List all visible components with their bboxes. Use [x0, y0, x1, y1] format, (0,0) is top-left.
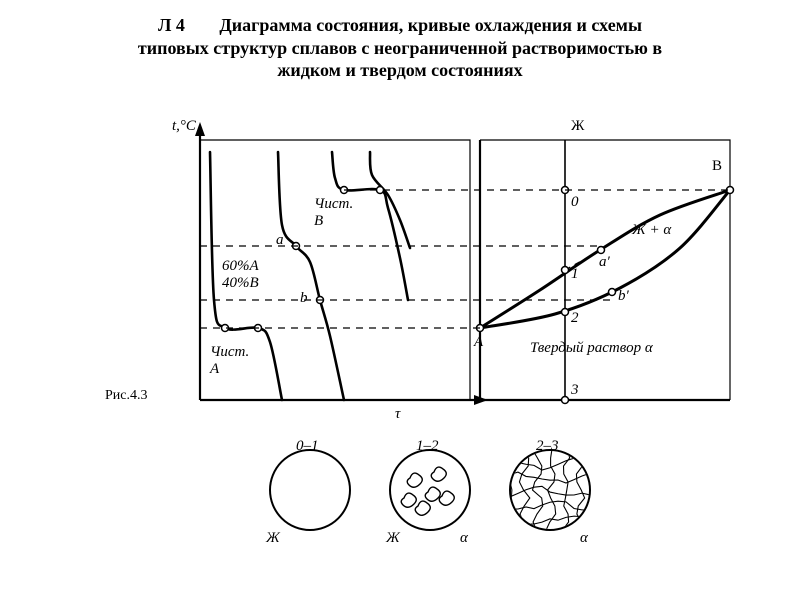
label-solid-solution: Твердый раствор α — [530, 340, 653, 357]
circle-left-1: Ж — [386, 530, 400, 547]
circle-right-1: α — [460, 530, 468, 547]
label-bprime: b′ — [618, 288, 629, 305]
label-aprime: a′ — [599, 254, 610, 271]
label-mix: 60%A40%B — [222, 258, 259, 292]
circle-left-0: Ж — [266, 530, 280, 547]
label-B: B — [712, 158, 722, 175]
label-3: 3 — [571, 382, 579, 399]
label-a: a — [276, 232, 284, 249]
label-1: 1 — [571, 266, 579, 283]
circle-title-1: 1–2 — [416, 438, 439, 455]
label-A: A — [474, 334, 483, 351]
label-chist-a: Чист.A — [210, 344, 249, 378]
circle-title-0: 0–1 — [296, 438, 319, 455]
label-zh-alpha: Ж + α — [632, 222, 671, 239]
label-b: b — [300, 290, 308, 307]
label-2: 2 — [571, 310, 579, 327]
label-chist-b: Чист.B — [314, 196, 353, 230]
y-axis-label: t,°C — [172, 118, 196, 135]
x-axis-label: τ — [395, 406, 400, 423]
diagram-svg — [0, 0, 800, 600]
circle-title-2: 2–3 — [536, 438, 559, 455]
circle-right-2: α — [580, 530, 588, 547]
label-zh: Ж — [571, 118, 584, 135]
label-0: 0 — [571, 194, 579, 211]
